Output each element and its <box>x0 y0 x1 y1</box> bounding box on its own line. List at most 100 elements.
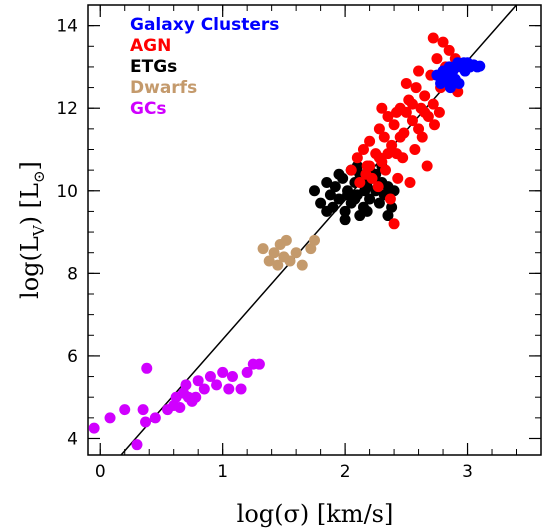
legend-entry: ETGs <box>130 57 177 77</box>
data-point <box>253 358 265 370</box>
data-point <box>441 73 453 85</box>
data-point <box>149 412 161 424</box>
y-axis-label-unit: ) [L <box>16 183 44 225</box>
data-point <box>339 214 351 226</box>
data-point <box>392 172 404 184</box>
data-point <box>309 185 320 197</box>
data-point <box>257 243 269 255</box>
data-point <box>427 32 439 44</box>
data-point <box>382 148 394 160</box>
data-point <box>410 82 422 94</box>
data-point <box>382 210 394 222</box>
data-point <box>204 371 216 383</box>
data-point <box>431 53 443 65</box>
data-point <box>449 61 461 73</box>
data-point <box>359 185 371 197</box>
data-point <box>315 197 327 209</box>
legend-entry: Dwarfs <box>130 78 197 98</box>
data-point <box>400 77 412 89</box>
data-point <box>406 98 418 110</box>
data-point <box>180 379 192 391</box>
series-dwarfs <box>257 234 320 271</box>
data-point <box>443 44 455 56</box>
y-axis-label-main: log(L <box>16 236 44 299</box>
data-point <box>321 177 333 189</box>
data-points <box>88 32 486 451</box>
data-point <box>388 119 400 131</box>
data-point <box>223 383 235 395</box>
data-point <box>386 139 398 151</box>
data-point <box>345 164 357 176</box>
data-point <box>324 189 336 201</box>
data-point <box>409 143 421 155</box>
data-point <box>333 168 345 180</box>
y-axis-label-sub: V <box>30 224 48 237</box>
data-point <box>349 193 361 205</box>
data-point <box>226 371 238 383</box>
data-point <box>284 255 296 267</box>
data-point <box>177 387 189 399</box>
x-axis-label: log(σ) [km/s] <box>237 500 394 528</box>
data-point <box>137 404 149 416</box>
data-point <box>290 247 302 259</box>
data-point <box>274 238 286 250</box>
data-point <box>192 375 204 387</box>
data-point <box>419 106 431 118</box>
data-point <box>421 160 433 172</box>
data-point <box>357 143 369 155</box>
data-point <box>380 164 392 176</box>
x-tick-label: 1 <box>217 462 228 482</box>
x-tick-label: 3 <box>462 462 473 482</box>
data-point <box>364 160 376 172</box>
data-point <box>386 201 398 213</box>
y-axis-label: log(LV) [L⊙] <box>16 161 48 299</box>
x-tick-label: 2 <box>340 462 351 482</box>
y-tick-label: 4 <box>67 429 78 449</box>
data-point <box>400 106 412 118</box>
data-point <box>406 115 418 127</box>
y-tick-label: 6 <box>67 347 78 367</box>
data-point <box>235 383 247 395</box>
data-point <box>140 416 152 428</box>
data-point <box>211 379 223 391</box>
y-axis-label-sun: ⊙ <box>30 170 48 183</box>
y-tick-label: 14 <box>56 17 78 37</box>
data-point <box>88 422 100 434</box>
data-point <box>474 60 486 72</box>
data-point <box>354 177 366 189</box>
data-point <box>174 402 186 414</box>
plot-frame <box>87 4 542 456</box>
data-point <box>263 255 275 267</box>
data-point <box>413 123 425 135</box>
data-point <box>351 152 363 164</box>
data-point <box>391 106 403 118</box>
data-point <box>382 110 394 122</box>
data-point <box>404 177 416 189</box>
y-tick-label: 8 <box>67 264 78 284</box>
x-tick-label: 0 <box>95 462 106 482</box>
data-point <box>190 391 202 403</box>
data-point <box>268 247 280 259</box>
data-point <box>433 106 445 118</box>
data-point <box>364 193 376 205</box>
data-point <box>378 131 390 143</box>
data-point <box>397 152 409 164</box>
data-point <box>427 98 439 110</box>
data-point <box>373 123 385 135</box>
data-point <box>272 259 284 271</box>
data-point <box>444 82 456 94</box>
data-point <box>388 218 400 230</box>
legend-entry: AGN <box>130 36 171 56</box>
data-point <box>131 439 143 451</box>
data-point <box>372 181 384 193</box>
series-gcs <box>88 358 265 451</box>
y-tick-label: 10 <box>56 182 78 202</box>
data-point <box>309 234 320 246</box>
data-point <box>104 412 116 424</box>
data-point <box>431 69 443 81</box>
data-point <box>329 181 341 193</box>
data-point <box>416 131 428 143</box>
data-point <box>413 65 425 77</box>
